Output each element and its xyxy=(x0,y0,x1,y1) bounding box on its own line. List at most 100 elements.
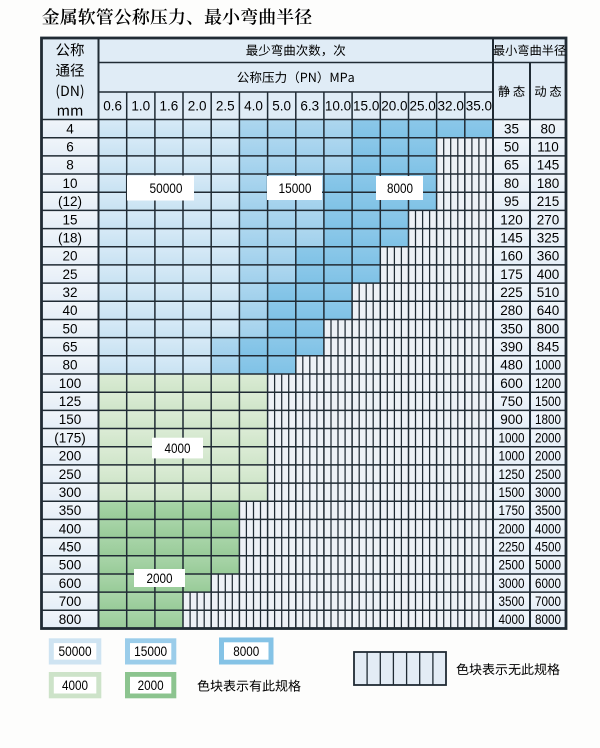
svg-text:6: 6 xyxy=(66,140,74,155)
svg-text:50: 50 xyxy=(62,321,77,336)
svg-text:300: 300 xyxy=(59,485,82,500)
svg-text:6.3: 6.3 xyxy=(300,99,319,114)
svg-text:4500: 4500 xyxy=(535,540,561,555)
svg-text:25: 25 xyxy=(62,267,77,282)
svg-text:2000: 2000 xyxy=(147,571,173,586)
svg-text:100: 100 xyxy=(59,376,82,391)
svg-text:80: 80 xyxy=(540,121,555,136)
svg-text:25.0: 25.0 xyxy=(409,99,435,114)
svg-text:3000: 3000 xyxy=(535,485,561,500)
svg-text:95: 95 xyxy=(504,194,519,209)
svg-text:1000: 1000 xyxy=(499,430,525,445)
svg-text:325: 325 xyxy=(537,231,560,246)
svg-text:10.0: 10.0 xyxy=(325,99,351,114)
svg-text:2500: 2500 xyxy=(535,467,561,482)
svg-text:280: 280 xyxy=(500,303,523,318)
svg-text:20: 20 xyxy=(62,249,77,264)
svg-text:(175): (175) xyxy=(54,430,86,445)
svg-text:270: 270 xyxy=(537,212,560,227)
svg-text:2000: 2000 xyxy=(138,678,164,693)
svg-text:1200: 1200 xyxy=(535,376,561,391)
svg-text:4000: 4000 xyxy=(62,678,88,693)
svg-text:145: 145 xyxy=(537,158,560,173)
svg-text:2000: 2000 xyxy=(535,430,561,445)
svg-text:2.0: 2.0 xyxy=(188,99,207,114)
svg-text:4: 4 xyxy=(66,121,74,136)
svg-text:50: 50 xyxy=(504,140,519,155)
svg-text:145: 145 xyxy=(500,231,523,246)
svg-text:800: 800 xyxy=(537,321,560,336)
svg-text:3500: 3500 xyxy=(535,503,561,518)
svg-text:600: 600 xyxy=(59,576,82,591)
svg-text:1250: 1250 xyxy=(499,467,525,482)
svg-text:2500: 2500 xyxy=(499,558,525,573)
svg-text:125: 125 xyxy=(59,394,82,409)
svg-text:1.6: 1.6 xyxy=(160,99,179,114)
svg-text:500: 500 xyxy=(59,558,82,573)
svg-text:450: 450 xyxy=(59,540,82,555)
svg-text:15: 15 xyxy=(62,212,77,227)
svg-text:6000: 6000 xyxy=(535,576,561,591)
svg-text:120: 120 xyxy=(500,212,523,227)
svg-text:175: 175 xyxy=(500,267,523,282)
svg-text:215: 215 xyxy=(537,194,560,209)
svg-text:800: 800 xyxy=(59,612,82,627)
svg-text:400: 400 xyxy=(537,267,560,282)
svg-text:3500: 3500 xyxy=(499,594,525,609)
svg-text:400: 400 xyxy=(59,521,82,536)
svg-text:65: 65 xyxy=(62,340,77,355)
svg-text:50000: 50000 xyxy=(150,181,183,196)
svg-text:2000: 2000 xyxy=(535,449,561,464)
svg-text:40: 40 xyxy=(62,303,77,318)
svg-text:50000: 50000 xyxy=(59,644,92,659)
svg-text:20.0: 20.0 xyxy=(381,99,407,114)
svg-text:2.5: 2.5 xyxy=(216,99,235,114)
svg-text:1000: 1000 xyxy=(499,449,525,464)
svg-text:4.0: 4.0 xyxy=(244,99,263,114)
svg-text:15000: 15000 xyxy=(134,644,167,659)
svg-text:2000: 2000 xyxy=(499,521,525,536)
svg-text:600: 600 xyxy=(500,376,523,391)
svg-text:0.6: 0.6 xyxy=(103,99,122,114)
svg-text:4000: 4000 xyxy=(499,612,525,627)
svg-text:4000: 4000 xyxy=(535,521,561,536)
svg-text:200: 200 xyxy=(59,449,82,464)
svg-text:350: 350 xyxy=(500,321,523,336)
svg-text:(12): (12) xyxy=(58,194,82,209)
svg-text:1500: 1500 xyxy=(499,485,525,500)
svg-text:15.0: 15.0 xyxy=(353,99,379,114)
svg-text:5000: 5000 xyxy=(535,558,561,573)
svg-text:80: 80 xyxy=(62,358,77,373)
svg-text:65: 65 xyxy=(504,158,519,173)
svg-text:700: 700 xyxy=(59,594,82,609)
svg-text:750: 750 xyxy=(500,394,523,409)
svg-text:1800: 1800 xyxy=(535,412,561,427)
svg-text:1500: 1500 xyxy=(535,394,561,409)
svg-text:10: 10 xyxy=(62,176,77,191)
svg-text:640: 640 xyxy=(537,303,560,318)
svg-text:900: 900 xyxy=(500,412,523,427)
svg-text:32: 32 xyxy=(62,285,77,300)
svg-text:160: 160 xyxy=(500,249,523,264)
svg-text:35: 35 xyxy=(504,121,519,136)
svg-text:2250: 2250 xyxy=(499,540,525,555)
svg-text:8000: 8000 xyxy=(535,612,561,627)
svg-text:8000: 8000 xyxy=(233,644,259,659)
svg-text:510: 510 xyxy=(537,285,560,300)
svg-text:(18): (18) xyxy=(58,231,82,246)
svg-text:480: 480 xyxy=(500,358,523,373)
svg-text:110: 110 xyxy=(537,140,559,155)
svg-text:3000: 3000 xyxy=(499,576,525,591)
svg-text:250: 250 xyxy=(59,467,82,482)
svg-text:1750: 1750 xyxy=(499,503,525,518)
svg-text:32.0: 32.0 xyxy=(438,99,464,114)
svg-text:350: 350 xyxy=(59,503,82,518)
svg-text:4000: 4000 xyxy=(165,441,191,456)
svg-text:15000: 15000 xyxy=(279,181,312,196)
svg-text:5.0: 5.0 xyxy=(272,99,291,114)
svg-text:7000: 7000 xyxy=(535,594,561,609)
svg-text:8: 8 xyxy=(66,158,74,173)
svg-text:80: 80 xyxy=(504,176,519,191)
svg-text:35.0: 35.0 xyxy=(466,99,492,114)
svg-text:180: 180 xyxy=(537,176,560,191)
